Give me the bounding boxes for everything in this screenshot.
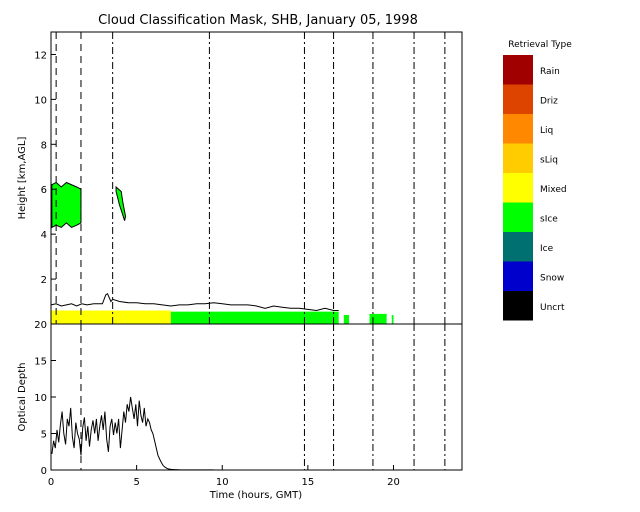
mask-ytick-label-2: 6: [41, 185, 47, 196]
legend-label-snow: Snow: [540, 273, 564, 283]
od-ytick-label-4: 20: [34, 320, 47, 331]
optical-depth-panel: 0 5 10 15 20 0 5 10 15 20 Optical Depth Time (ho…: [17, 320, 463, 501]
mask-ytick-label-3: 8: [41, 140, 47, 151]
legend-swatch-ice: [503, 232, 533, 262]
mask-region-sice-4: [391, 315, 394, 324]
mask-y-ticks: 2 4 6 8 10 12: [34, 50, 56, 286]
mask-panel: 2 4 6 8 10 12 Height [km,AGL]: [17, 31, 463, 325]
optical-depth-vertical-lines: [80, 324, 446, 470]
legend-title: Retrieval Type: [508, 40, 572, 50]
legend-label-uncrt: Uncrt: [540, 303, 565, 313]
mask-y-axis-label: Height [km,AGL]: [17, 137, 28, 220]
legend-swatch-uncrt: [503, 291, 533, 321]
legend-label-liq: Liq: [540, 126, 553, 136]
x-ticks: 0 5 10 15 20: [48, 465, 400, 488]
xtick-label-4: 20: [387, 477, 400, 488]
od-ytick-label-3: 15: [34, 357, 47, 368]
od-ytick-label-0: 0: [41, 466, 47, 477]
legend-label-rain: Rain: [540, 67, 560, 77]
legend: Retrieval Type Rain Driz Liq sLiq Mixed sIce I…: [503, 40, 572, 321]
mask-ytick-label-4: 10: [34, 95, 47, 106]
mask-vertical-lines: [55, 32, 446, 324]
xtick-label-2: 10: [216, 477, 229, 488]
optical-depth-y-axis-label: Optical Depth: [17, 363, 28, 432]
od-ytick-label-2: 10: [34, 393, 47, 404]
mask-region-sice-1: [170, 311, 339, 324]
legend-swatch-sliq: [503, 143, 533, 173]
optical-depth-y-ticks: 0 5 10 15 20: [34, 320, 56, 477]
legend-label-ice: Ice: [540, 244, 554, 254]
legend-label-mixed: Mixed: [540, 185, 567, 195]
mask-region-mixed-0: [51, 310, 171, 324]
legend-label-sice: sIce: [540, 214, 558, 224]
mask-region-sice-2: [343, 315, 349, 324]
legend-swatch-driz: [503, 84, 533, 114]
legend-swatch-mixed: [503, 173, 533, 203]
legend-items: Rain Driz Liq sLiq Mixed sIce Ice Snow Uncrt: [503, 55, 567, 321]
od-ytick-label-1: 5: [41, 430, 47, 441]
mask-regions: [51, 310, 394, 324]
x-axis-label: Time (hours, GMT): [209, 490, 303, 501]
xtick-label-3: 15: [302, 477, 315, 488]
legend-label-driz: Driz: [540, 96, 558, 106]
mask-region-sice-3: [369, 313, 387, 324]
legend-swatch-snow: [503, 261, 533, 291]
chart-title: Cloud Classification Mask, SHB, January …: [98, 13, 418, 28]
legend-swatch-sice: [503, 202, 533, 232]
optical-depth-plot-frame: [50, 323, 463, 471]
upper-clouds: [51, 181, 127, 229]
mask-ytick-label-5: 12: [34, 50, 47, 61]
mask-ytick-label-1: 4: [41, 230, 47, 241]
cloud-top-outline: [50, 292, 339, 312]
xtick-label-1: 5: [133, 477, 139, 488]
upper-cloud-1: [115, 185, 127, 221]
mask-ytick-label-0: 2: [41, 275, 47, 286]
legend-label-sliq: sLiq: [540, 155, 558, 165]
xtick-label-0: 0: [48, 477, 54, 488]
legend-swatch-rain: [503, 55, 533, 85]
upper-cloud-0: [51, 181, 82, 229]
legend-swatch-liq: [503, 114, 533, 144]
optical-depth-line: [51, 396, 214, 471]
